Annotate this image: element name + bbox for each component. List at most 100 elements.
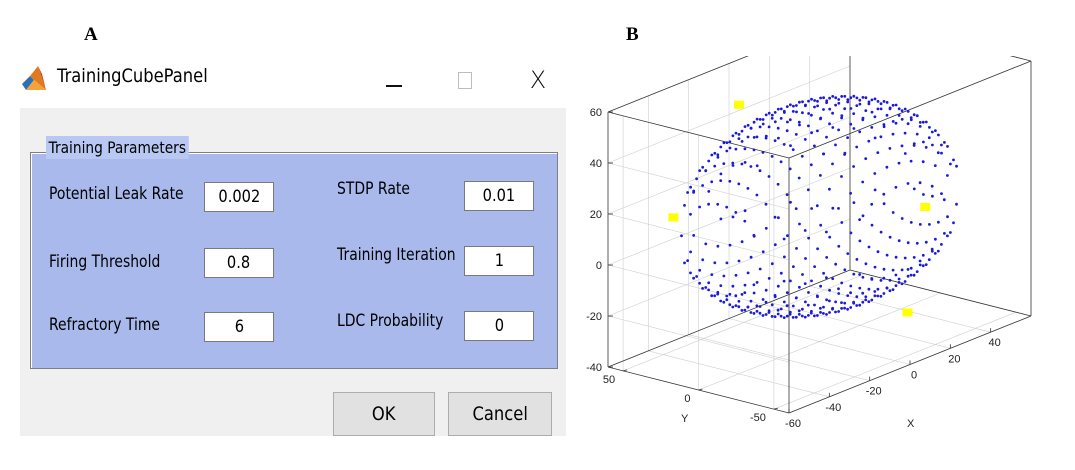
neuron-point [867, 139, 871, 143]
neuron-point [755, 117, 759, 121]
neuron-point [749, 311, 753, 314]
neuron-point [725, 141, 729, 144]
neuron-point [734, 147, 738, 151]
neuron-point [918, 121, 922, 124]
neuron-point [713, 151, 717, 155]
neuron-point [707, 288, 710, 292]
cancel-button[interactable]: Cancel [448, 392, 552, 436]
potential-leak-rate-label: Potential Leak Rate [49, 184, 184, 204]
refractory-time-input[interactable]: 6 [204, 312, 274, 342]
title-bar[interactable]: TrainingCubePanel X [20, 56, 566, 104]
neuron-point [785, 105, 789, 108]
neuron-point [942, 198, 946, 202]
neuron-point [846, 98, 850, 102]
neuron-point [885, 286, 889, 290]
neuron-point [900, 109, 904, 112]
ok-button[interactable]: OK [333, 392, 435, 436]
neuron-point [776, 284, 780, 288]
neuron-point [870, 202, 874, 206]
minimize-button[interactable] [372, 60, 416, 100]
neuron-point [891, 268, 895, 272]
neuron-point [776, 126, 780, 130]
close-button[interactable]: X [516, 60, 560, 100]
neuron-point [746, 187, 750, 190]
neuron-point [831, 277, 835, 280]
neuron-point [852, 127, 856, 130]
neuron-point [816, 295, 819, 299]
neuron-point [761, 250, 765, 254]
neuron-point [704, 286, 708, 289]
neuron-point [931, 194, 934, 198]
training-iteration-input[interactable]: 1 [464, 246, 534, 276]
input-neuron-marker [902, 308, 913, 317]
neuron-point [783, 255, 786, 259]
neuron-point [791, 304, 795, 308]
neuron-point [764, 288, 768, 292]
neuron-point [831, 162, 834, 166]
neuron-point [800, 314, 804, 318]
maximize-button[interactable] [444, 60, 488, 100]
neuron-point [903, 107, 907, 111]
neuron-point [852, 272, 856, 276]
neuron-point [849, 306, 853, 309]
y-tick-label: 50 [603, 374, 615, 386]
potential-leak-rate-input[interactable]: 0.002 [204, 182, 274, 212]
neuron-point [882, 123, 886, 126]
ldc-probability-input[interactable]: 0 [464, 311, 534, 341]
stdp-rate-input[interactable]: 0.01 [464, 181, 534, 211]
training-cube-panel-window: TrainingCubePanel X Training Parameters … [20, 56, 566, 436]
neuron-point [797, 312, 801, 316]
neuron-point [885, 253, 889, 257]
neuron-point [701, 165, 705, 169]
neuron-point [764, 202, 768, 206]
neuron-point [680, 234, 683, 238]
neuron-point [770, 303, 774, 307]
neuron-point [722, 162, 726, 165]
neuron-point [882, 276, 886, 280]
neuron-point [906, 241, 910, 245]
neuron-point [846, 307, 849, 311]
neuron-point [707, 202, 710, 206]
x-tick-label: 40 [989, 337, 1001, 349]
grid-line [607, 218, 851, 317]
firing-threshold-input[interactable]: 0.8 [204, 248, 274, 278]
neuron-point [897, 277, 901, 281]
neuron-point [785, 304, 789, 308]
neuron-point [740, 309, 744, 312]
neuron-point [934, 129, 937, 132]
neuron-point [900, 117, 904, 121]
neuron-point [767, 309, 771, 313]
neuron-point [822, 96, 825, 100]
neuron-point [837, 128, 840, 132]
neuron-point [698, 281, 701, 285]
neuron-point [858, 303, 862, 307]
neuron-point [858, 218, 861, 222]
neuron-point [710, 180, 714, 184]
neuron-point [752, 136, 756, 139]
neuron-point [782, 237, 786, 241]
neuron-point [740, 162, 744, 166]
neuron-point [825, 298, 828, 302]
neuron-point [879, 230, 883, 234]
neuron-point [894, 255, 898, 259]
neuron-point [783, 111, 786, 114]
neuron-point [755, 164, 759, 168]
neuron-point [873, 294, 877, 298]
axis-ticks: -40 -20 0 20 40 60 -60 -40 -20 0 20 40 -50 0 50 X Y [586, 107, 1001, 430]
neuron-point [864, 109, 868, 112]
neuron-point [831, 126, 835, 129]
neuron-point [918, 259, 922, 263]
neuron-point [806, 303, 810, 307]
neuron-point [725, 298, 729, 302]
neuron-point [849, 96, 853, 100]
neuron-point [725, 149, 729, 153]
neuron-point [819, 174, 822, 177]
neuron-point [770, 113, 774, 117]
neuron-point [767, 277, 771, 280]
neuron-point [792, 265, 795, 268]
neuron-point [740, 293, 744, 296]
neuron-point [819, 96, 822, 100]
neuron-point [807, 112, 810, 115]
neuron-point [773, 111, 777, 114]
neuron-point [858, 273, 861, 276]
